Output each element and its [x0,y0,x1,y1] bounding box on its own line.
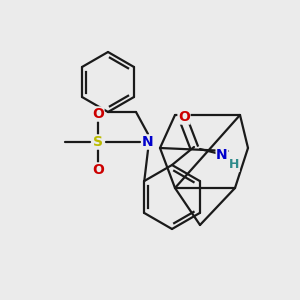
Text: O: O [92,107,104,121]
Text: S: S [93,135,103,149]
Text: H: H [229,158,239,172]
Text: N: N [216,148,228,162]
Text: O: O [178,110,190,124]
Text: N: N [142,135,154,149]
Text: O: O [92,163,104,177]
